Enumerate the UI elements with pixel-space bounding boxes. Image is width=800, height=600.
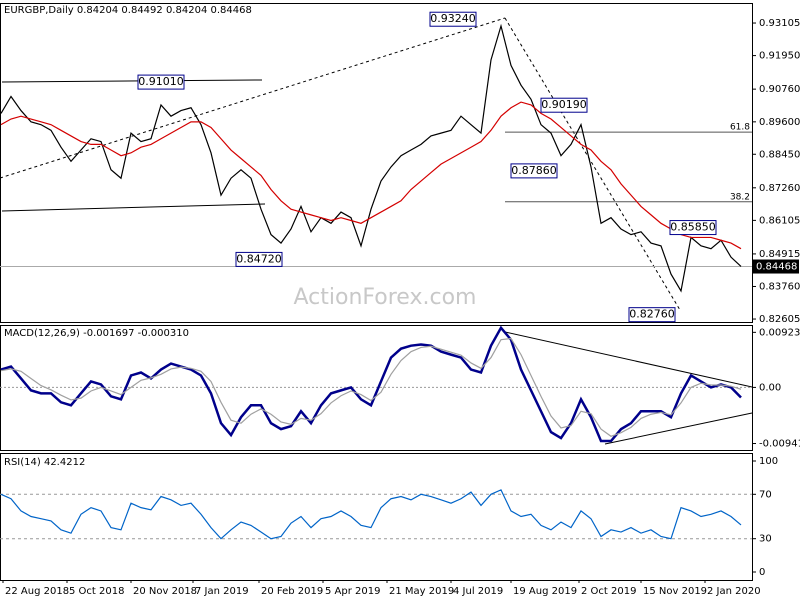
y-tick-label: 0.83760 [759,281,800,292]
y-tick-label: 0.87260 [759,183,800,194]
trend-line [604,412,753,445]
x-tick-label: 4 Jul 2019 [453,586,503,597]
x-tick-label: 20 Nov 2018 [133,586,197,597]
last-price-label: 0.84468 [756,262,797,273]
rsi-panel [0,453,753,581]
macd-title: MACD(12,26,9) -0.001697 -0.000310 [4,328,189,339]
price-label: 0.90190 [541,98,587,111]
y-tick-label: 0.93105 [759,18,800,29]
x-tick-label: 5 Apr 2019 [325,586,380,597]
macd-panel [0,325,753,451]
price-label-box [628,307,676,323]
y-tick-label: 0.89600 [759,117,800,128]
price-label-box [540,97,588,113]
price-label-box [669,220,717,236]
x-tick-label: 15 Nov 2019 [643,586,707,597]
x-tick-label: 7 Jan 2019 [195,586,249,597]
price-label: 0.87860 [511,164,557,177]
price-label-box [510,163,558,179]
price-label: 0.93240 [430,12,476,25]
series-line [0,23,742,293]
trend-line [0,17,506,179]
price-label: 0.85850 [670,221,716,234]
fib-label: 61.8 [730,123,750,133]
x-tick-label: 5 Oct 2018 [69,586,124,597]
y-tick-label: 0.88450 [759,149,800,160]
x-tick-label: 22 Aug 2018 [5,586,69,597]
price-panel [0,3,753,323]
y-tick-label: -0.009413 [759,439,800,450]
x-tick-label: 21 May 2019 [389,586,454,597]
trend-line [1,203,266,212]
price-label: 0.91010 [138,75,184,88]
y-tick-label: 0 [759,567,765,578]
y-tick-label: 0.00 [759,382,781,393]
price-label-box [235,251,283,267]
y-tick-label: 100 [759,456,778,467]
price-label-box [137,74,185,90]
trend-line [1,79,263,83]
y-tick-label: 30 [759,534,772,545]
y-tick-label: 0.86105 [759,215,800,226]
price-title: EURGBP,Daily 0.84204 0.84492 0.84204 0.8… [4,5,252,16]
price-label: 0.84720 [236,252,282,265]
price-label-box [429,11,477,27]
x-tick-label: 20 Feb 2019 [261,586,323,597]
y-tick-label: 0.90760 [759,84,800,95]
y-tick-label: 0.009237 [759,327,800,338]
last-price-box [752,259,799,274]
x-tick-label: 2 Jan 2020 [707,586,761,597]
y-tick-label: 0.91950 [759,51,800,62]
watermark: ActionForex.com [294,285,477,310]
y-tick-label: 0.82605 [759,314,800,325]
price-label: 0.82760 [629,308,675,321]
y-tick-label: 0.84915 [759,249,800,260]
x-tick-label: 2 Oct 2019 [581,586,636,597]
series-line [0,325,742,443]
rsi-title: RSI(14) 42.4212 [4,457,85,468]
trend-line [504,331,753,388]
trend-line [504,17,681,311]
fib-label: 38.2 [730,192,750,202]
y-tick-label: 70 [759,489,772,500]
series-line [0,101,742,250]
series-line [0,337,742,437]
series-line [0,489,742,540]
x-tick-label: 19 Aug 2019 [513,586,577,597]
